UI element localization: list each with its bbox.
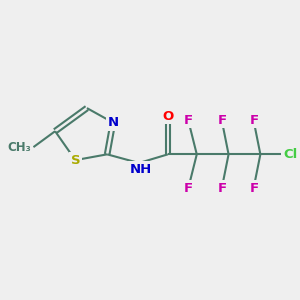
Text: F: F [250,182,259,195]
Text: CH₃: CH₃ [8,141,31,154]
Text: F: F [184,182,193,195]
Text: S: S [70,154,80,166]
Text: NH: NH [129,163,152,176]
Text: O: O [162,110,173,123]
Text: Cl: Cl [283,148,297,161]
Text: N: N [107,116,118,129]
Text: F: F [218,182,227,195]
Text: F: F [250,114,259,127]
Text: F: F [218,114,227,127]
Text: F: F [184,114,193,127]
